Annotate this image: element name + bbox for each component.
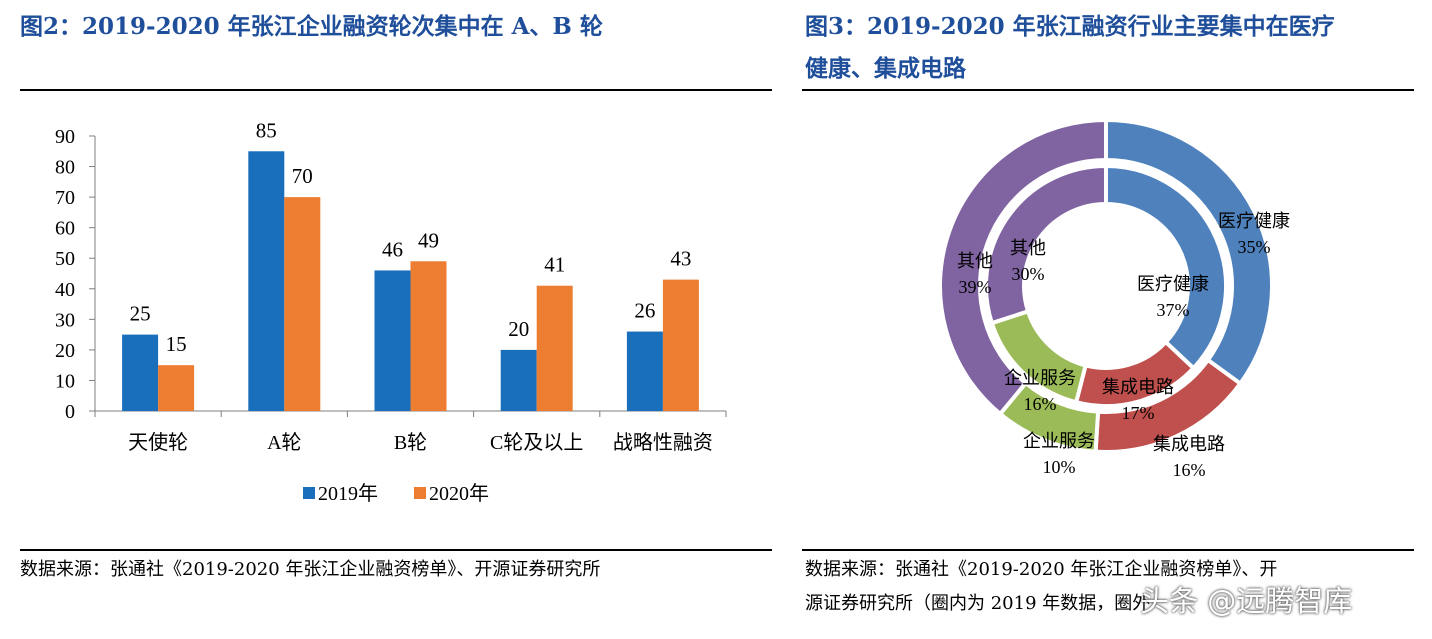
- y-tick-label: 30: [55, 309, 75, 331]
- legend-swatch: [303, 487, 315, 499]
- bar-2020年: [410, 261, 447, 411]
- outer-medical-label: 医疗健康: [1218, 211, 1290, 231]
- y-tick-label: 50: [55, 248, 75, 270]
- bar-2020年: [158, 365, 195, 411]
- y-tick-label: 80: [55, 157, 75, 179]
- inner-ring-slice: [1104, 163, 1228, 371]
- bar-value-label: 26: [634, 299, 655, 323]
- right-source-rule: [802, 549, 1414, 551]
- legend-label: 2020年: [429, 482, 489, 505]
- outer-enterprise-label: 企业服务: [1023, 431, 1095, 451]
- y-tick-label: 20: [55, 340, 75, 362]
- right-source-line2: 源证券研究所（圈内为 2019 年数据，圈外: [805, 593, 1151, 614]
- bar-value-label: 70: [292, 164, 313, 188]
- bar-2020年: [284, 197, 321, 411]
- bar-value-label: 85: [256, 118, 277, 142]
- bar-value-label: 20: [508, 317, 529, 341]
- bar-value-label: 46: [382, 237, 403, 261]
- donut-chart-title: 图3：2019-2020 年张江融资行业主要集中在医疗 健康、集成电路: [805, 6, 1415, 90]
- bar-2019年: [374, 270, 411, 411]
- donut-chart: 医疗健康 35% 医疗健康 37% 集成电路 17% 集成电路 16% 企业服务 16% 企业服务 1…: [938, 117, 1290, 480]
- outer-ic-percent: 16%: [1173, 460, 1206, 480]
- x-tick-label: B轮: [394, 431, 427, 454]
- left-title-rule: [20, 89, 772, 91]
- bar-2019年: [626, 331, 663, 411]
- inner-medical-label: 医疗健康: [1137, 274, 1209, 294]
- y-tick-label: 10: [55, 370, 75, 392]
- bar-value-label: 15: [166, 332, 187, 356]
- legend-swatch: [414, 487, 426, 499]
- outer-other-label: 其他: [957, 251, 993, 271]
- y-tick-label: 90: [55, 126, 75, 148]
- bar-value-label: 25: [130, 302, 151, 326]
- outer-ring-slice: [938, 117, 1108, 417]
- watermark: 头条 @远腾智库: [1140, 584, 1353, 618]
- inner-ring-slice: [984, 163, 1108, 326]
- y-tick-label: 0: [65, 401, 75, 423]
- bar-chart-title: 图2：2019-2020 年张江企业融资轮次集中在 A、B 轮: [20, 13, 603, 40]
- y-tick-label: 70: [55, 187, 75, 209]
- bar-2020年: [662, 279, 699, 411]
- right-source-line1: 数据来源：张通社《2019-2020 年张江企业融资榜单》、开: [805, 559, 1278, 580]
- left-source-rule: [20, 549, 772, 551]
- donut-title-line1: 图3：2019-2020 年张江融资行业主要集中在医疗: [805, 13, 1335, 40]
- donut-title-line2: 健康、集成电路: [805, 55, 966, 82]
- inner-ic-percent: 17%: [1122, 403, 1155, 423]
- bar-value-label: 49: [418, 228, 439, 252]
- left-source-note: 数据来源：张通社《2019-2020 年张江企业融资榜单》、开源证券研究所: [20, 559, 601, 580]
- bar-value-label: 43: [670, 247, 691, 271]
- inner-ic-label: 集成电路: [1102, 377, 1174, 397]
- bar-2019年: [248, 151, 285, 411]
- outer-enterprise-percent: 10%: [1043, 457, 1076, 477]
- x-tick-label: 战略性融资: [613, 431, 713, 454]
- outer-other-percent: 39%: [959, 277, 992, 297]
- inner-enterprise-label: 企业服务: [1004, 368, 1076, 388]
- outer-ring-slice: [1104, 117, 1274, 387]
- inner-medical-percent: 37%: [1157, 300, 1190, 320]
- bar-value-label: 41: [544, 253, 565, 277]
- y-tick-label: 40: [55, 279, 75, 301]
- outer-ic-label: 集成电路: [1153, 434, 1225, 454]
- outer-medical-percent: 35%: [1238, 237, 1271, 257]
- right-source-note: 数据来源：张通社《2019-2020 年张江企业融资榜单》、开 源证券研究所（圈…: [805, 553, 1277, 621]
- legend-label: 2019年: [318, 482, 378, 505]
- x-tick-label: 天使轮: [128, 431, 188, 454]
- y-tick-label: 60: [55, 218, 75, 240]
- bar-2020年: [536, 285, 573, 411]
- right-title-rule: [802, 89, 1414, 91]
- x-tick-label: A轮: [267, 431, 301, 454]
- bar-2019年: [122, 334, 159, 411]
- bar-chart: 0 10 20 30 40 50 60 70 80 90 天使轮 25 15 A轮 85 70 B轮 46 49 C…: [55, 118, 727, 505]
- x-tick-label: C轮及以上: [490, 431, 583, 454]
- bar-2019年: [500, 349, 537, 411]
- inner-other-percent: 30%: [1012, 264, 1045, 284]
- inner-other-label: 其他: [1010, 238, 1046, 258]
- inner-enterprise-percent: 16%: [1024, 394, 1057, 414]
